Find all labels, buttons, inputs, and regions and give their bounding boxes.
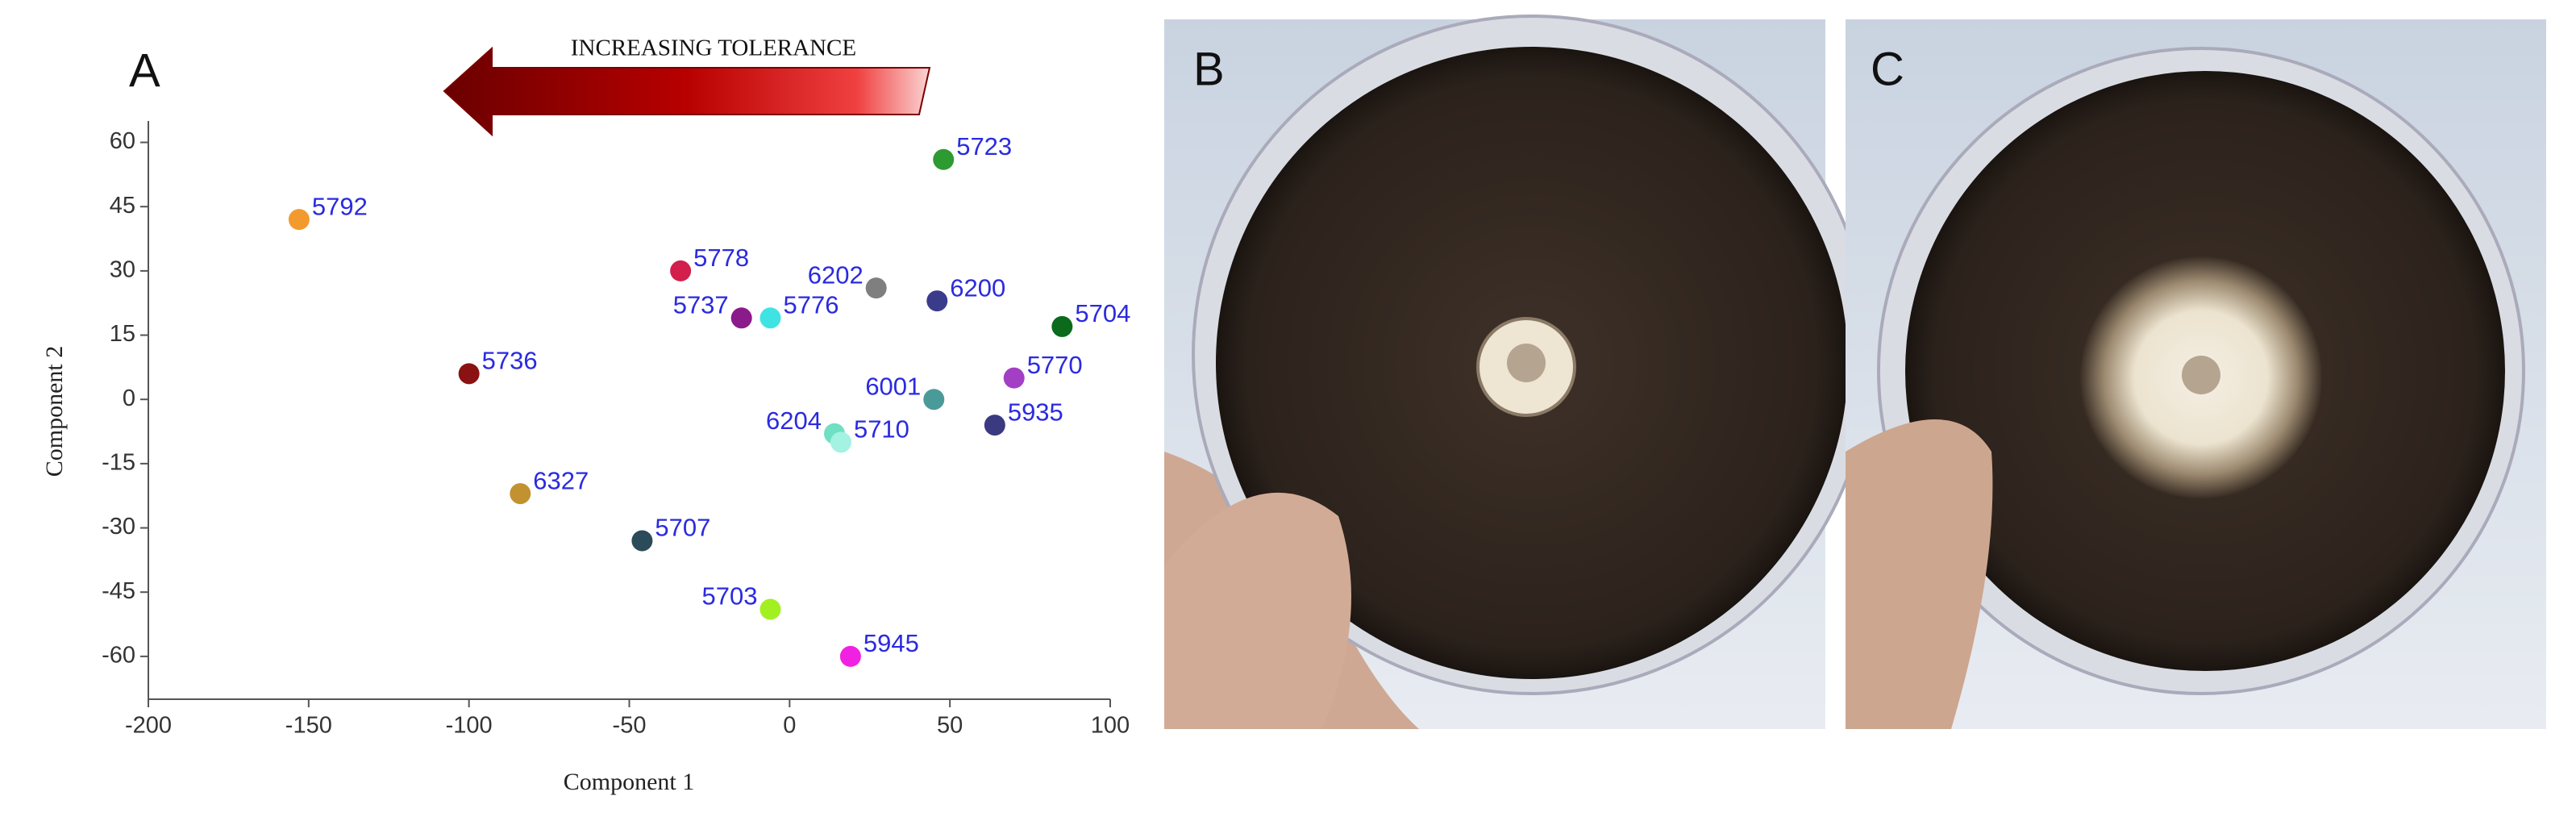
point	[839, 645, 861, 667]
point	[510, 483, 531, 505]
point-label: 6001	[865, 372, 921, 400]
x-tick-label: 50	[937, 713, 963, 739]
panel-label: C	[1871, 43, 1904, 95]
y-tick-label: -60	[102, 643, 135, 669]
point-label: 5703	[702, 582, 758, 611]
y-tick-label: 60	[110, 128, 135, 154]
x-tick-label: -100	[446, 713, 493, 739]
y-tick-label: -45	[102, 578, 135, 604]
point	[759, 598, 781, 620]
x-tick-label: -50	[613, 713, 647, 739]
point-label: 5737	[673, 290, 729, 319]
photo-b: B	[1164, 15, 1872, 729]
point-label: 6202	[808, 260, 864, 289]
panel-label: B	[1193, 43, 1225, 95]
point-label: 5776	[783, 290, 839, 319]
point	[830, 431, 851, 453]
x-tick-label: 100	[1091, 713, 1130, 739]
point-label: 6327	[533, 466, 589, 494]
point-label: 5710	[854, 415, 909, 444]
x-axis-title: Component 1	[564, 769, 695, 795]
point	[984, 415, 1005, 436]
point	[631, 530, 653, 552]
point-label: 5792	[312, 192, 368, 220]
y-tick-label: -30	[102, 514, 135, 540]
point	[458, 363, 480, 385]
point-label: 6204	[766, 406, 822, 435]
y-axis-title: Component 2	[41, 346, 68, 477]
point-label: 5736	[482, 347, 538, 375]
point	[865, 277, 887, 299]
x-tick-label: -150	[285, 713, 332, 739]
x-tick-label: 0	[783, 713, 796, 739]
x-tick-label: -200	[125, 713, 172, 739]
point-label: 5704	[1075, 299, 1130, 327]
point	[933, 148, 955, 170]
arrow: INCREASING TOLERANCE	[443, 35, 931, 137]
point	[730, 307, 752, 329]
point	[926, 290, 948, 312]
point-label: 5723	[956, 132, 1012, 160]
point	[1003, 367, 1025, 389]
point-label: 5935	[1008, 398, 1063, 426]
point	[288, 209, 310, 231]
point-label: 5770	[1027, 351, 1083, 379]
photo-c: C	[1846, 19, 2546, 729]
y-tick-label: 30	[110, 257, 135, 283]
point	[1051, 315, 1073, 337]
y-tick-label: 15	[110, 321, 135, 347]
point-label: 5707	[655, 514, 710, 542]
y-tick-label: -15	[102, 450, 135, 476]
arrow-label: INCREASING TOLERANCE	[571, 35, 856, 61]
point-label: 5778	[693, 244, 749, 272]
panel-label: A	[129, 44, 160, 97]
point-label: 5945	[864, 629, 919, 657]
point-label: 6200	[950, 273, 1005, 302]
point	[670, 260, 692, 281]
y-tick-label: 0	[123, 385, 135, 411]
point	[923, 389, 945, 410]
point	[759, 307, 781, 329]
y-tick-label: 45	[110, 193, 135, 219]
